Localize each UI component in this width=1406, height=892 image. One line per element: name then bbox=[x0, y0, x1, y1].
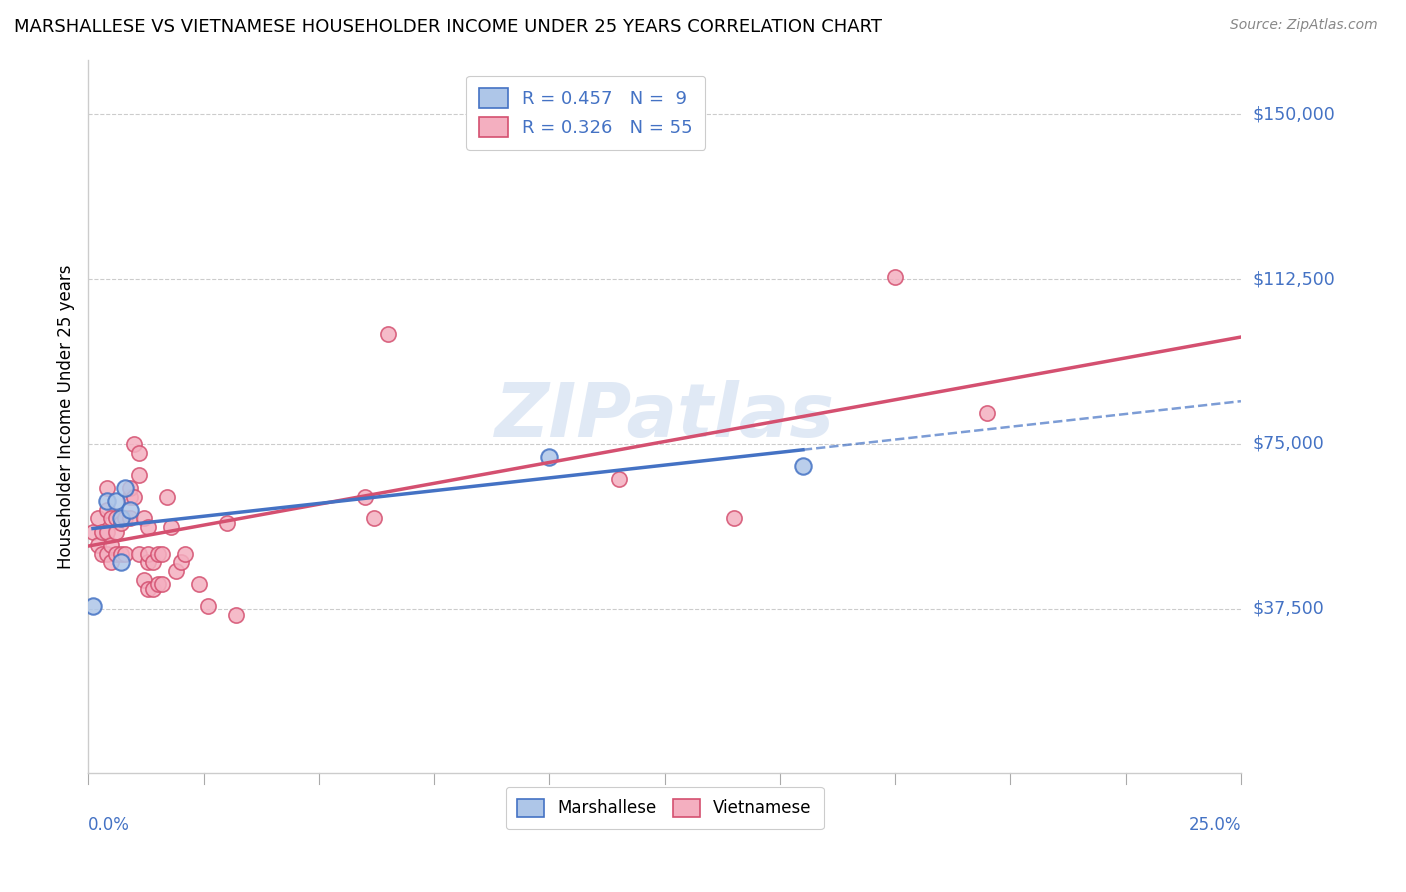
Point bbox=[110, 547, 132, 561]
Point bbox=[105, 547, 128, 561]
Point bbox=[165, 564, 187, 578]
Point bbox=[118, 511, 141, 525]
Text: 25.0%: 25.0% bbox=[1188, 816, 1241, 834]
Point bbox=[884, 270, 907, 285]
Point bbox=[100, 556, 122, 570]
Point bbox=[723, 511, 745, 525]
Point bbox=[114, 511, 136, 525]
Point bbox=[225, 608, 247, 623]
Point bbox=[197, 599, 219, 614]
Point bbox=[146, 577, 169, 591]
Point bbox=[86, 538, 108, 552]
Text: ZIPatlas: ZIPatlas bbox=[495, 380, 835, 453]
Point bbox=[100, 538, 122, 552]
Point bbox=[142, 582, 165, 596]
Point bbox=[976, 406, 998, 420]
Point bbox=[215, 516, 238, 530]
Point bbox=[128, 445, 150, 459]
Point bbox=[82, 524, 104, 539]
Point bbox=[96, 502, 118, 516]
Point bbox=[110, 511, 132, 525]
Point bbox=[792, 458, 814, 473]
Text: $150,000: $150,000 bbox=[1251, 105, 1334, 123]
Point bbox=[100, 511, 122, 525]
Point bbox=[96, 524, 118, 539]
Point bbox=[105, 524, 128, 539]
Y-axis label: Householder Income Under 25 years: Householder Income Under 25 years bbox=[58, 264, 75, 568]
Point bbox=[128, 547, 150, 561]
Point bbox=[96, 547, 118, 561]
Point bbox=[128, 467, 150, 482]
Point bbox=[188, 577, 211, 591]
Point bbox=[105, 494, 128, 508]
Point bbox=[124, 490, 146, 504]
Text: $75,000: $75,000 bbox=[1251, 434, 1324, 453]
Point bbox=[363, 511, 385, 525]
Point bbox=[136, 556, 159, 570]
Point bbox=[110, 516, 132, 530]
Point bbox=[156, 490, 179, 504]
Point bbox=[354, 490, 377, 504]
Point bbox=[96, 481, 118, 495]
Point bbox=[136, 582, 159, 596]
Point bbox=[150, 577, 173, 591]
Point bbox=[118, 481, 141, 495]
Point bbox=[110, 556, 132, 570]
Point bbox=[114, 547, 136, 561]
Point bbox=[132, 573, 155, 587]
Point bbox=[377, 327, 399, 342]
Point bbox=[105, 511, 128, 525]
Point bbox=[136, 547, 159, 561]
Point bbox=[174, 547, 197, 561]
Point bbox=[118, 490, 141, 504]
Text: Source: ZipAtlas.com: Source: ZipAtlas.com bbox=[1230, 18, 1378, 32]
Point bbox=[142, 556, 165, 570]
Point bbox=[118, 502, 141, 516]
Text: 0.0%: 0.0% bbox=[89, 816, 131, 834]
Point bbox=[96, 494, 118, 508]
Point bbox=[136, 520, 159, 534]
Text: MARSHALLESE VS VIETNAMESE HOUSEHOLDER INCOME UNDER 25 YEARS CORRELATION CHART: MARSHALLESE VS VIETNAMESE HOUSEHOLDER IN… bbox=[14, 18, 882, 36]
Point bbox=[86, 511, 108, 525]
Point bbox=[132, 511, 155, 525]
Point bbox=[91, 547, 114, 561]
Legend: Marshallese, Vietnamese: Marshallese, Vietnamese bbox=[506, 787, 824, 829]
Point bbox=[169, 556, 191, 570]
Point bbox=[538, 450, 561, 464]
Point bbox=[114, 481, 136, 495]
Point bbox=[150, 547, 173, 561]
Point bbox=[124, 437, 146, 451]
Point bbox=[607, 472, 630, 486]
Text: $37,500: $37,500 bbox=[1251, 599, 1324, 617]
Point bbox=[91, 524, 114, 539]
Point bbox=[82, 599, 104, 614]
Point bbox=[160, 520, 183, 534]
Point bbox=[146, 547, 169, 561]
Text: $112,500: $112,500 bbox=[1251, 270, 1334, 288]
